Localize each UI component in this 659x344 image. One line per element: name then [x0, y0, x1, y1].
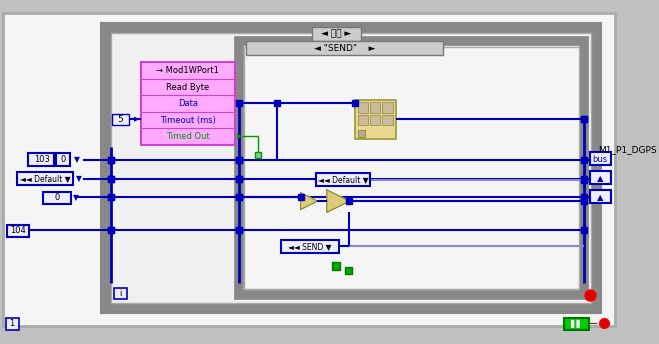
Bar: [355, 100, 396, 139]
Text: Data: Data: [178, 99, 198, 108]
Text: bus: bus: [592, 155, 608, 164]
Bar: [111, 33, 590, 303]
Bar: [370, 103, 380, 113]
Polygon shape: [327, 190, 349, 212]
Text: ◄◄ SEND ▼: ◄◄ SEND ▼: [288, 242, 331, 251]
Text: 1: 1: [10, 319, 15, 328]
Bar: [112, 114, 129, 125]
Bar: [382, 103, 393, 113]
Bar: [358, 103, 368, 113]
Bar: [345, 267, 352, 275]
Bar: [244, 47, 579, 289]
Text: ▲: ▲: [597, 174, 604, 183]
Bar: [105, 28, 596, 308]
Text: Timeout (ms): Timeout (ms): [160, 116, 215, 125]
Bar: [281, 240, 339, 253]
Bar: [256, 152, 261, 158]
Bar: [358, 130, 365, 137]
Bar: [358, 115, 368, 125]
Text: 103: 103: [34, 155, 49, 164]
Text: M1_P1_DGPS: M1_P1_DGPS: [598, 145, 657, 154]
Bar: [246, 41, 444, 55]
Text: ▶: ▶: [237, 100, 242, 106]
Text: 5: 5: [117, 115, 123, 124]
Text: ▼: ▼: [73, 193, 79, 202]
Text: Read Byte: Read Byte: [166, 83, 210, 92]
Text: 0: 0: [55, 193, 60, 202]
Text: ◄ 거짓 ►: ◄ 거짓 ►: [321, 30, 351, 39]
Text: ▶: ▶: [237, 133, 242, 139]
Bar: [565, 318, 589, 330]
Bar: [17, 172, 73, 185]
Bar: [141, 62, 235, 145]
Bar: [6, 318, 19, 330]
Text: 0: 0: [61, 155, 65, 164]
Text: ▼: ▼: [74, 155, 80, 164]
Bar: [590, 171, 610, 184]
Text: ▲: ▲: [597, 193, 604, 202]
Bar: [7, 225, 29, 237]
Bar: [333, 262, 340, 270]
Bar: [316, 173, 370, 186]
Text: ◄◄ Default ▼: ◄◄ Default ▼: [318, 175, 368, 184]
Bar: [43, 192, 71, 204]
Text: ◄◄ Default ▼: ◄◄ Default ▼: [20, 174, 71, 183]
Text: 104: 104: [10, 226, 26, 235]
Text: → Mod1WPort1: → Mod1WPort1: [156, 66, 219, 75]
Polygon shape: [301, 193, 318, 209]
Bar: [312, 28, 360, 41]
Text: i: i: [119, 289, 121, 298]
Text: ▌▌: ▌▌: [570, 319, 583, 328]
Bar: [590, 152, 610, 165]
Text: ▼: ▼: [76, 174, 82, 183]
Text: ◄ "SEND"    ►: ◄ "SEND" ►: [314, 44, 376, 53]
Bar: [113, 288, 127, 299]
Bar: [28, 153, 55, 166]
Bar: [382, 115, 393, 125]
Text: Timed Out: Timed Out: [166, 132, 210, 141]
Bar: [590, 190, 610, 203]
Bar: [239, 41, 585, 295]
Bar: [370, 115, 380, 125]
Bar: [57, 153, 71, 166]
Text: ▶: ▶: [134, 116, 139, 122]
